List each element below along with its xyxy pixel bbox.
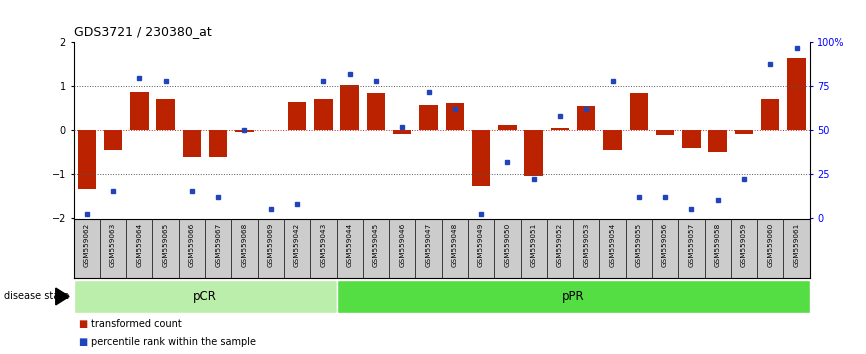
Text: GSM559049: GSM559049 <box>478 222 484 267</box>
Bar <box>761 98 779 130</box>
Text: GSM559069: GSM559069 <box>268 222 274 267</box>
Text: transformed count: transformed count <box>91 319 182 329</box>
Bar <box>78 130 96 189</box>
Text: GSM559052: GSM559052 <box>557 222 563 267</box>
Text: disease state: disease state <box>4 291 69 302</box>
Text: GSM559053: GSM559053 <box>584 222 589 267</box>
Bar <box>525 130 543 176</box>
Text: GSM559045: GSM559045 <box>373 222 379 267</box>
Bar <box>104 130 122 150</box>
Text: ■: ■ <box>78 319 87 329</box>
Text: GSM559063: GSM559063 <box>110 222 116 267</box>
Bar <box>604 130 622 150</box>
Bar <box>393 130 411 133</box>
Bar <box>74 280 337 313</box>
Text: GSM559067: GSM559067 <box>216 222 221 267</box>
Bar <box>498 125 517 130</box>
Text: GSM559055: GSM559055 <box>636 222 642 267</box>
Bar <box>472 130 490 186</box>
Text: GDS3721 / 230380_at: GDS3721 / 230380_at <box>74 25 211 38</box>
Bar <box>340 85 359 130</box>
Text: pCR: pCR <box>193 290 217 303</box>
Text: GSM559062: GSM559062 <box>84 222 90 267</box>
Bar <box>366 93 385 130</box>
Text: GSM559042: GSM559042 <box>294 222 300 267</box>
Bar <box>630 93 648 130</box>
Bar <box>682 130 701 148</box>
Bar <box>183 130 201 157</box>
Bar <box>734 130 753 133</box>
Bar <box>288 102 307 130</box>
Text: GSM559044: GSM559044 <box>346 222 352 267</box>
Text: GSM559066: GSM559066 <box>189 222 195 267</box>
Bar <box>577 106 596 130</box>
Text: GSM559046: GSM559046 <box>399 222 405 267</box>
Bar <box>337 280 810 313</box>
Text: GSM559059: GSM559059 <box>741 222 747 267</box>
Text: GSM559064: GSM559064 <box>136 222 142 267</box>
Bar <box>787 58 805 130</box>
Bar <box>157 98 175 130</box>
Bar <box>708 130 727 152</box>
Text: GSM559057: GSM559057 <box>688 222 695 267</box>
Text: GSM559051: GSM559051 <box>531 222 537 267</box>
Text: GSM559043: GSM559043 <box>320 222 326 267</box>
Text: ■: ■ <box>78 337 87 347</box>
Text: GSM559065: GSM559065 <box>163 222 169 267</box>
Polygon shape <box>55 288 69 305</box>
Bar <box>236 130 254 132</box>
Text: GSM559060: GSM559060 <box>767 222 773 267</box>
Bar <box>209 130 228 157</box>
Text: GSM559056: GSM559056 <box>662 222 668 267</box>
Bar <box>551 128 569 130</box>
Bar <box>656 130 675 135</box>
Bar <box>446 103 464 130</box>
Text: GSM559068: GSM559068 <box>242 222 248 267</box>
Bar <box>314 98 333 130</box>
Text: GSM559061: GSM559061 <box>793 222 799 267</box>
Text: GSM559048: GSM559048 <box>452 222 458 267</box>
Bar <box>130 92 149 130</box>
Text: GSM559058: GSM559058 <box>714 222 721 267</box>
Text: GSM559047: GSM559047 <box>425 222 431 267</box>
Text: percentile rank within the sample: percentile rank within the sample <box>91 337 256 347</box>
Bar <box>419 105 437 130</box>
Text: pPR: pPR <box>562 290 585 303</box>
Text: GSM559054: GSM559054 <box>610 222 616 267</box>
Text: GSM559050: GSM559050 <box>504 222 510 267</box>
